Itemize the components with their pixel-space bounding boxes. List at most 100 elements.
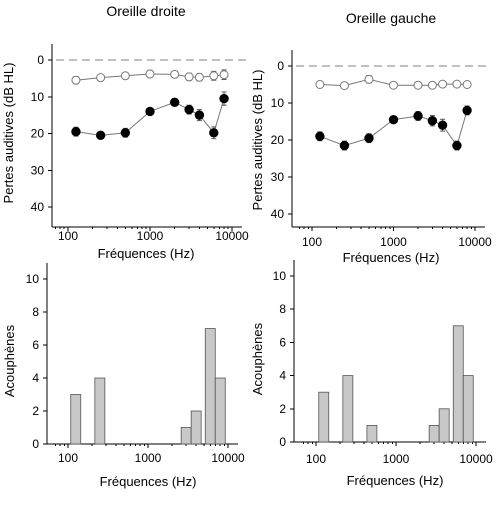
bar [70, 394, 82, 445]
x-tick-label: 1000 [380, 235, 407, 249]
chart-title: Oreille droite [106, 3, 186, 19]
data-point-open [184, 72, 194, 82]
y-tick-label: 10 [31, 90, 45, 104]
x-tick-label: 1000 [137, 229, 164, 243]
y-tick-label: 20 [271, 133, 285, 147]
data-point-filled [71, 126, 81, 137]
x-tick-label: 100 [58, 229, 78, 243]
chart-3: 0 2 4 6 8 10 100 1000 10000 Fréquences (Hz) Acouph… [2, 263, 245, 489]
series-2 [315, 105, 472, 151]
y-tick-label: 40 [271, 207, 285, 221]
data-point-filled [462, 105, 472, 116]
bar [94, 377, 106, 445]
data-point-open [413, 80, 423, 90]
y-tick-label: 30 [31, 163, 45, 177]
data-point-open [71, 75, 81, 85]
y-tick-label: 10 [271, 96, 285, 110]
y-tick-label: 2 [279, 402, 286, 416]
x-tick-label: 1000 [383, 452, 410, 466]
bar [204, 328, 216, 445]
bar [366, 424, 378, 443]
bar [452, 325, 464, 443]
data-point-filled [120, 128, 131, 138]
data-point-filled [184, 104, 194, 115]
x-tick-label: 10000 [215, 229, 249, 243]
bar [180, 427, 192, 445]
data-point-filled [194, 110, 205, 120]
y-tick-label: 10 [273, 269, 287, 283]
x-axis-label: Fréquences (Hz) [98, 246, 195, 261]
y-tick-label: 4 [32, 371, 39, 385]
series-1 [315, 74, 472, 91]
x-axis-label: Fréquences (Hz) [100, 474, 197, 489]
y-tick-label: 2 [32, 404, 39, 418]
y-axis-label: Acouphènes [2, 324, 17, 397]
data-point-filled [169, 97, 180, 107]
x-tick-label: 100 [306, 452, 326, 466]
x-tick-label: 10000 [459, 452, 493, 466]
data-point-filled [452, 140, 462, 151]
data-point-open [96, 73, 106, 83]
data-point-filled [145, 106, 155, 117]
bar [428, 424, 440, 443]
y-tick-label: 6 [279, 335, 286, 349]
y-tick-label: 6 [32, 338, 39, 352]
chart-1: Oreille droite 0 10 20 30 40 100 1000 10000 Fréqu… [1, 3, 249, 261]
data-point-filled [95, 130, 106, 141]
y-tick-label: 0 [37, 53, 44, 67]
data-point-open [315, 80, 325, 89]
y-tick-label: 8 [32, 305, 39, 319]
x-axis-label: Fréquences (Hz) [347, 473, 444, 488]
data-point-open [219, 70, 229, 80]
series-2 [71, 91, 229, 141]
data-point-filled [413, 111, 423, 121]
data-point-open [170, 69, 180, 79]
y-tick-label: 4 [279, 369, 286, 383]
data-point-filled [209, 128, 219, 138]
y-tick-label: 10 [26, 272, 40, 286]
y-tick-label: 30 [271, 170, 285, 184]
y-tick-label: 40 [31, 200, 45, 214]
series-1 [71, 69, 229, 85]
y-axis-label: Acouphènes [250, 322, 265, 395]
x-axis-label: Fréquences (Hz) [343, 250, 440, 265]
data-point-open [339, 81, 349, 91]
data-point-filled [219, 93, 229, 104]
bar [190, 410, 202, 445]
x-tick-label: 10000 [211, 451, 245, 465]
data-point-open [462, 80, 472, 89]
y-tick-label: 8 [279, 302, 286, 316]
y-tick-label: 0 [277, 59, 284, 73]
data-point-open [438, 79, 448, 89]
y-tick-label: 0 [279, 435, 286, 449]
data-point-open [364, 74, 374, 84]
y-tick-label: 0 [32, 437, 39, 451]
data-point-open [209, 71, 219, 81]
data-point-filled [437, 120, 448, 130]
x-tick-label: 100 [58, 451, 78, 465]
data-point-filled [339, 140, 350, 151]
y-tick-label: 20 [31, 127, 45, 141]
data-point-filled [388, 114, 399, 125]
data-point-open [427, 80, 437, 90]
y-axis-label: Pertes auditives (dB HL) [1, 63, 16, 204]
data-point-open [120, 71, 130, 81]
x-tick-label: 100 [302, 235, 322, 249]
chart-2: Oreille gauche 0 10 20 30 40 100 1000 10000 Fréqu… [250, 10, 492, 265]
bar [462, 375, 474, 443]
data-point-open [389, 80, 398, 90]
x-tick-label: 1000 [135, 451, 162, 465]
chart-4: 0 2 4 6 8 10 100 1000 10000 Fréquences (Hz) Acouph… [250, 260, 493, 488]
data-point-filled [315, 131, 325, 142]
data-point-open [452, 79, 462, 89]
data-point-filled [427, 116, 438, 126]
bar [342, 375, 354, 443]
bar [214, 377, 226, 445]
y-axis-label: Pertes auditives (dB HL) [250, 70, 265, 211]
bar [438, 408, 450, 443]
chart-title: Oreille gauche [346, 10, 436, 26]
bar [318, 391, 330, 443]
x-tick-label: 10000 [458, 235, 492, 249]
data-point-open [194, 72, 204, 82]
